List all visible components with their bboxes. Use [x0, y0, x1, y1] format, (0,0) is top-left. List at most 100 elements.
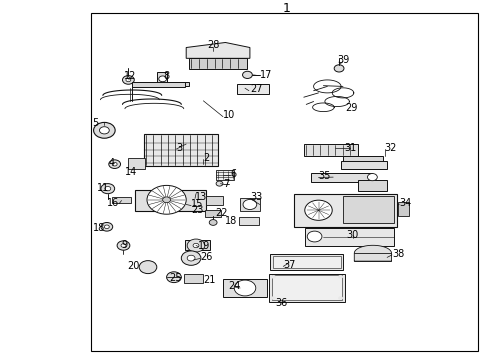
- Polygon shape: [128, 158, 145, 169]
- Text: 31: 31: [344, 143, 356, 153]
- Text: 30: 30: [346, 230, 359, 240]
- Circle shape: [101, 222, 113, 231]
- Circle shape: [334, 65, 344, 72]
- Text: 4: 4: [109, 158, 115, 168]
- Polygon shape: [398, 202, 409, 216]
- Polygon shape: [184, 274, 203, 283]
- Text: 16: 16: [107, 198, 119, 208]
- Circle shape: [139, 261, 157, 274]
- Polygon shape: [144, 134, 218, 166]
- Circle shape: [338, 275, 343, 279]
- Polygon shape: [157, 72, 189, 86]
- Circle shape: [122, 76, 134, 84]
- Circle shape: [193, 243, 199, 248]
- Circle shape: [368, 174, 377, 181]
- Polygon shape: [112, 197, 131, 203]
- Polygon shape: [237, 84, 269, 94]
- Text: 18: 18: [93, 223, 105, 233]
- Circle shape: [126, 78, 131, 82]
- Circle shape: [216, 181, 223, 186]
- Polygon shape: [206, 196, 223, 205]
- Text: 13: 13: [195, 192, 207, 202]
- Text: 8: 8: [164, 71, 170, 81]
- Polygon shape: [305, 228, 394, 246]
- Text: 18: 18: [225, 216, 237, 226]
- Text: 3: 3: [176, 143, 182, 153]
- Text: 23: 23: [191, 205, 203, 215]
- Polygon shape: [273, 256, 341, 268]
- Text: 1: 1: [283, 3, 291, 15]
- Circle shape: [94, 122, 115, 138]
- Text: 26: 26: [200, 252, 212, 262]
- Polygon shape: [205, 210, 221, 217]
- Text: 10: 10: [223, 110, 235, 120]
- Bar: [91, 13, 478, 351]
- Text: 22: 22: [216, 208, 228, 218]
- Text: 27: 27: [250, 84, 263, 94]
- Circle shape: [187, 239, 205, 252]
- Circle shape: [187, 255, 195, 261]
- Circle shape: [234, 280, 256, 296]
- Text: 14: 14: [124, 167, 137, 177]
- Polygon shape: [240, 198, 260, 211]
- Text: 21: 21: [203, 275, 216, 285]
- Circle shape: [307, 231, 322, 242]
- Text: 24: 24: [228, 281, 241, 291]
- Text: 32: 32: [385, 143, 397, 153]
- Circle shape: [167, 272, 181, 283]
- Circle shape: [159, 76, 167, 82]
- Text: 35: 35: [318, 171, 331, 181]
- Text: 38: 38: [392, 249, 404, 259]
- Circle shape: [104, 225, 109, 229]
- Text: 6: 6: [230, 168, 236, 179]
- Text: 5: 5: [93, 118, 98, 128]
- Circle shape: [101, 184, 115, 194]
- Circle shape: [181, 251, 201, 265]
- Text: 34: 34: [399, 198, 412, 208]
- Text: 19: 19: [198, 240, 211, 251]
- Text: 39: 39: [337, 55, 349, 66]
- Circle shape: [243, 71, 252, 78]
- Polygon shape: [270, 254, 343, 270]
- Circle shape: [117, 241, 130, 250]
- Text: 2: 2: [203, 153, 210, 163]
- Circle shape: [305, 200, 332, 220]
- Polygon shape: [185, 240, 210, 250]
- Polygon shape: [304, 144, 358, 156]
- Polygon shape: [239, 217, 259, 225]
- Text: 25: 25: [169, 273, 181, 283]
- Text: 36: 36: [275, 298, 288, 308]
- Circle shape: [271, 275, 276, 279]
- Circle shape: [121, 244, 126, 247]
- Text: 15: 15: [191, 199, 203, 210]
- Text: 7: 7: [223, 179, 229, 189]
- Circle shape: [243, 199, 257, 210]
- Circle shape: [271, 296, 276, 300]
- Polygon shape: [269, 274, 345, 302]
- Circle shape: [109, 160, 121, 168]
- Text: 20: 20: [127, 261, 140, 271]
- Circle shape: [338, 296, 343, 300]
- Polygon shape: [135, 190, 206, 211]
- Text: 11: 11: [97, 183, 109, 193]
- Polygon shape: [216, 170, 234, 180]
- Polygon shape: [343, 196, 394, 223]
- Circle shape: [147, 185, 186, 214]
- Polygon shape: [358, 180, 387, 191]
- Polygon shape: [294, 194, 397, 227]
- Text: 17: 17: [260, 69, 272, 80]
- Polygon shape: [186, 42, 250, 58]
- Circle shape: [112, 162, 117, 166]
- Polygon shape: [272, 275, 342, 300]
- Text: 28: 28: [207, 40, 220, 50]
- Polygon shape: [343, 156, 383, 163]
- Circle shape: [209, 220, 217, 225]
- Text: 12: 12: [123, 71, 136, 81]
- Circle shape: [105, 186, 111, 191]
- Circle shape: [99, 127, 109, 134]
- Polygon shape: [132, 82, 185, 87]
- Text: 9: 9: [121, 240, 127, 250]
- Polygon shape: [189, 58, 247, 69]
- Text: 33: 33: [250, 192, 262, 202]
- Circle shape: [163, 197, 171, 203]
